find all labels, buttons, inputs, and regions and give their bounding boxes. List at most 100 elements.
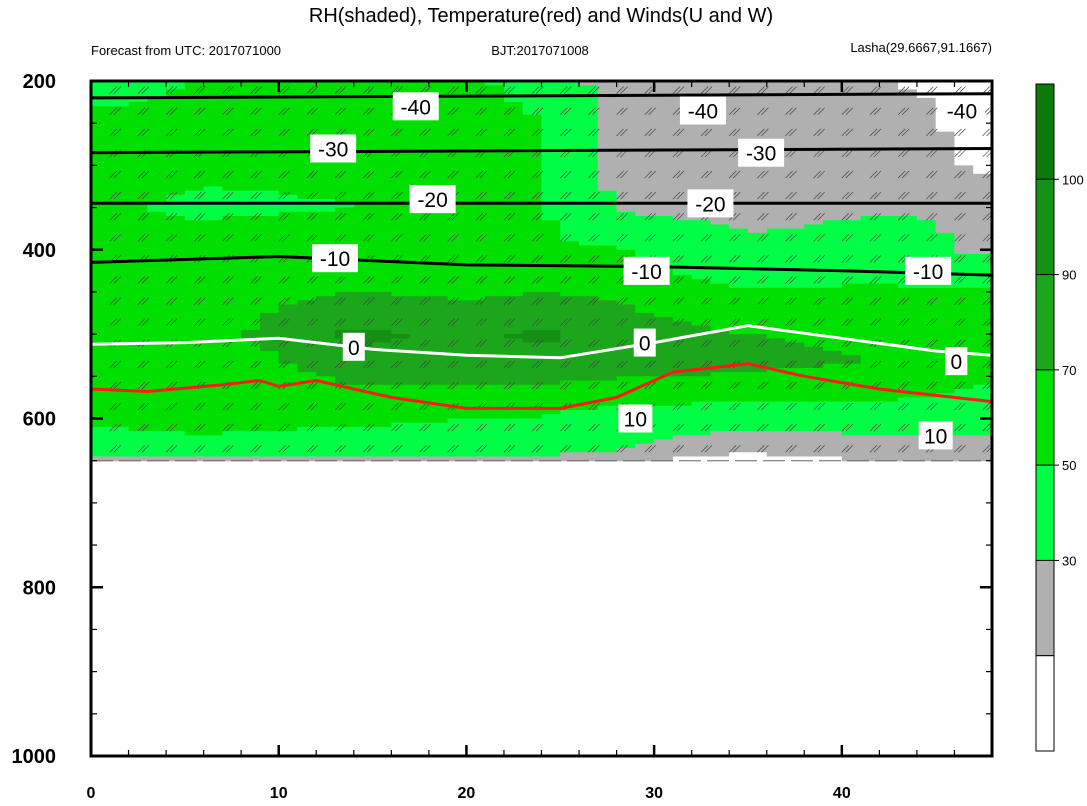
rh-cell <box>954 393 974 399</box>
rh-cell <box>259 169 280 175</box>
rh-cell <box>860 165 880 171</box>
rh-cell <box>297 414 317 420</box>
rh-cell <box>973 237 993 242</box>
rh-cell <box>691 89 712 95</box>
wind-barb <box>475 339 488 348</box>
rh-cell <box>316 232 336 238</box>
rh-cell <box>241 258 261 264</box>
rh-cell <box>635 152 655 158</box>
contour-label: -30 <box>318 139 348 162</box>
rh-cell <box>879 220 899 226</box>
rh-cell <box>109 207 130 213</box>
wind-barb <box>278 445 290 453</box>
contour-label-box <box>945 347 968 376</box>
rh-cell <box>560 334 580 339</box>
rh-cell <box>541 245 561 251</box>
rh-cell <box>973 410 993 415</box>
rh-cell <box>184 110 205 116</box>
rh-cell <box>879 355 899 361</box>
rh-cell <box>560 393 580 399</box>
rh-cell <box>935 228 956 234</box>
rh-cell <box>316 110 336 116</box>
rh-cell <box>335 321 355 327</box>
rh-cell <box>579 224 599 230</box>
rh-cell <box>804 338 824 344</box>
rh-cell <box>841 287 862 293</box>
rh-cell <box>353 363 374 369</box>
rh-cell <box>597 363 618 369</box>
rh-cell <box>316 173 336 179</box>
rh-cell <box>184 329 205 335</box>
rh-cell <box>410 266 430 272</box>
rh-cell <box>222 313 242 318</box>
rh-cell <box>747 237 768 242</box>
rh-cell <box>841 384 862 390</box>
rh-cell <box>823 216 843 221</box>
rh-cell <box>879 313 899 318</box>
rh-cell <box>597 325 618 331</box>
rh-cell <box>541 296 561 301</box>
rh-cell <box>241 321 261 327</box>
rh-cell <box>597 367 618 373</box>
rh-cell <box>503 224 524 230</box>
rh-cell <box>935 414 956 420</box>
rh-cell <box>297 220 317 226</box>
rh-cell <box>203 283 223 289</box>
rh-cell <box>973 334 993 339</box>
rh-cell <box>860 241 880 247</box>
rh-cell <box>654 110 674 116</box>
rh-cell <box>804 397 824 403</box>
rh-cell <box>635 89 655 95</box>
rh-cell <box>203 342 223 348</box>
rh-cell <box>353 287 374 293</box>
rh-cell <box>823 199 843 204</box>
rh-cell <box>297 81 317 86</box>
rh-cell <box>823 346 843 352</box>
wind-barb <box>757 318 769 326</box>
rh-cell <box>804 173 824 179</box>
rh-cell <box>166 367 186 373</box>
rh-cell <box>860 194 880 200</box>
rh-cell <box>485 165 505 171</box>
rh-cell <box>147 338 167 344</box>
rh-cell <box>203 418 223 424</box>
wind-barb <box>728 234 741 242</box>
rh-cell <box>91 321 111 327</box>
rh-cell <box>109 237 130 242</box>
rh-cell <box>729 372 749 377</box>
rh-cell <box>973 287 993 293</box>
rh-cell <box>560 351 580 356</box>
wind-barb <box>475 86 488 94</box>
rh-cell <box>259 127 280 133</box>
wind-barb <box>419 423 431 432</box>
wind-barb <box>391 381 403 390</box>
wind-barb <box>362 360 375 369</box>
rh-cell <box>316 85 336 91</box>
rh-cell <box>297 308 317 314</box>
rh-cell <box>579 376 599 382</box>
rh-cell <box>316 435 336 441</box>
rh-cell <box>91 291 111 297</box>
rh-cell <box>335 405 355 411</box>
rh-cell <box>166 161 186 166</box>
rh-cell <box>410 405 430 411</box>
rh-cell <box>316 190 336 196</box>
rh-cell <box>973 186 993 192</box>
rh-cell <box>522 156 543 162</box>
rh-cell <box>128 127 148 133</box>
rh-cell <box>766 190 787 196</box>
rh-cell <box>823 270 843 276</box>
rh-cell <box>466 131 486 137</box>
wind-barb <box>165 423 178 432</box>
rh-cell <box>91 283 111 289</box>
rh-cell <box>541 448 561 453</box>
rh-cell <box>278 270 299 276</box>
rh-cell <box>241 262 261 268</box>
rh-cell <box>860 186 880 192</box>
rh-cell <box>522 237 543 242</box>
rh-cell <box>410 317 430 323</box>
rh-cell <box>166 220 186 226</box>
rh-cell <box>766 249 787 255</box>
rh-cell <box>297 237 317 242</box>
contour-label: 0 <box>639 333 651 356</box>
